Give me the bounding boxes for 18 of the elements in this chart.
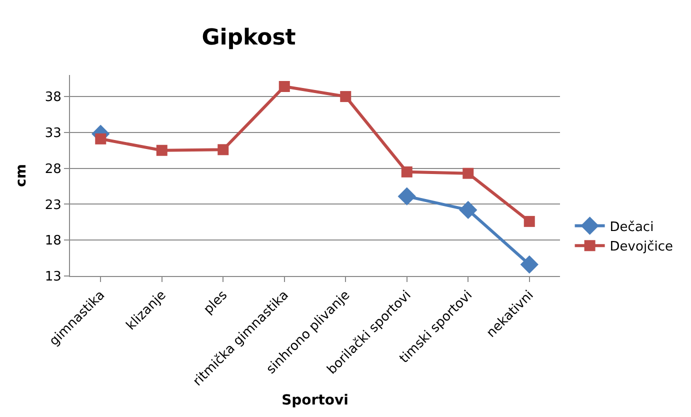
point xyxy=(340,91,352,102)
point xyxy=(462,168,474,179)
legend-label: Dečaci xyxy=(610,220,654,235)
point xyxy=(156,144,168,156)
x-axis-title: Sportovi xyxy=(282,392,348,409)
y-tick-label: 38 xyxy=(44,90,62,106)
point xyxy=(401,166,412,178)
y-tick-label: 28 xyxy=(44,162,62,177)
point xyxy=(218,144,229,156)
y-tick-label: 13 xyxy=(44,270,62,285)
legend-label: Devojčice xyxy=(610,240,673,255)
y-axis-title: cm xyxy=(13,164,30,187)
y-tick-label: 18 xyxy=(44,234,62,249)
chart-title: Gipkost xyxy=(202,26,296,51)
y-tick-label: 23 xyxy=(44,198,62,213)
point xyxy=(278,80,290,92)
y-tick-label: 33 xyxy=(44,126,62,141)
point xyxy=(95,133,106,144)
